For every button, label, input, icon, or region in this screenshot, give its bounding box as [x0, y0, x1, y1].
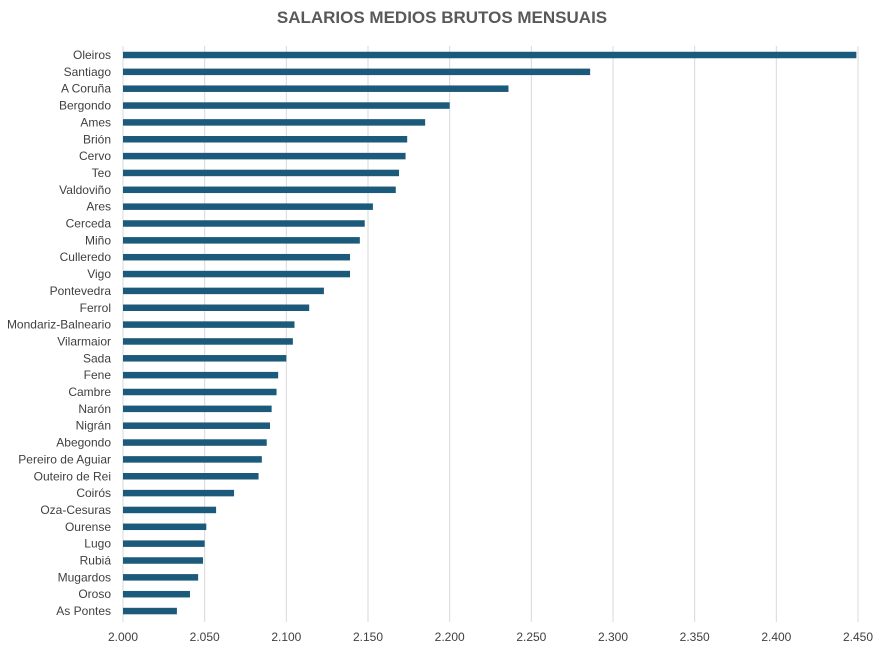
category-label: Ames [80, 115, 111, 129]
category-label: Ares [86, 200, 111, 214]
bar [123, 506, 217, 514]
x-axis-tick-labels: 2.000 2.050 2.100 2.150 2.200 2.250 2.300 2.350… [108, 630, 873, 644]
x-tick-label: 2.450 [843, 630, 873, 644]
category-label: Sada [83, 351, 111, 365]
category-label: Culleredo [60, 250, 112, 264]
x-tick-label: 2.200 [435, 630, 465, 644]
bar [123, 422, 270, 429]
category-label: Abegondo [56, 436, 111, 450]
bar [123, 68, 591, 76]
category-label: As Pontes [56, 604, 111, 618]
category-label: A Coruña [61, 82, 111, 96]
bar [123, 102, 450, 109]
category-labels: Oleiros Santiago A Coruña Bergondo Ames Brión… [7, 48, 111, 618]
bar [123, 152, 406, 160]
bar [123, 321, 295, 328]
bar [123, 355, 287, 362]
bar [123, 371, 279, 379]
bar [123, 85, 509, 92]
bar [123, 270, 351, 278]
bar [123, 540, 205, 547]
category-label: Oroso [78, 587, 111, 601]
bar [123, 287, 324, 295]
category-label: Mugardos [58, 570, 111, 584]
grid-lines [122, 46, 859, 622]
bars [123, 51, 857, 615]
category-label: Teo [92, 166, 112, 180]
bar [123, 523, 207, 531]
x-tick-label: 2.300 [598, 630, 628, 644]
category-label: Rubiá [80, 554, 112, 568]
category-label: Lugo [84, 537, 111, 551]
category-label: Pereiro de Aguiar [18, 452, 111, 466]
bar [123, 338, 293, 345]
bar [123, 51, 857, 59]
category-label: Outeiro de Rei [34, 469, 111, 483]
bar [123, 456, 262, 463]
bar [123, 574, 199, 581]
category-label: Cervo [79, 149, 111, 163]
bar [123, 388, 277, 396]
bar [123, 607, 177, 615]
bar [123, 405, 272, 413]
bar [123, 220, 365, 227]
category-label: Cerceda [66, 217, 112, 231]
bar [123, 186, 396, 194]
bar [123, 473, 259, 480]
bar [123, 304, 310, 311]
bar [123, 136, 408, 143]
bar [123, 439, 267, 446]
x-tick-label: 2.000 [108, 630, 138, 644]
category-label: Narón [78, 402, 111, 416]
category-label: Vigo [87, 267, 111, 281]
category-label: Ferrol [80, 301, 111, 315]
category-label: Coirós [76, 486, 111, 500]
category-label: Cambre [68, 385, 111, 399]
chart-title: SALARIOS MEDIOS BRUTOS MENSUAIS [277, 8, 607, 27]
x-tick-label: 2.050 [190, 630, 220, 644]
category-label: Miño [85, 233, 111, 247]
bar [123, 203, 373, 210]
x-tick-label: 2.400 [761, 630, 791, 644]
x-tick-label: 2.150 [353, 630, 383, 644]
bar [123, 590, 190, 598]
category-label: Brión [83, 132, 111, 146]
x-tick-label: 2.100 [271, 630, 301, 644]
category-label: Bergondo [59, 99, 111, 113]
category-label: Ourense [65, 520, 111, 534]
x-tick-label: 2.250 [516, 630, 546, 644]
bar [123, 169, 400, 177]
category-label: Pontevedra [50, 284, 112, 298]
category-label: Vilarmaior [57, 334, 111, 348]
bar [123, 557, 204, 564]
bar [123, 119, 426, 126]
x-tick-label: 2.350 [680, 630, 710, 644]
bar [123, 237, 360, 244]
bar [123, 253, 351, 261]
category-label: Valdoviño [59, 183, 111, 197]
category-label: Nigrán [76, 419, 111, 433]
bar [123, 489, 235, 497]
category-label: Santiago [64, 65, 112, 79]
category-label: Mondariz-Balneario [7, 318, 111, 332]
category-label: Oleiros [73, 48, 111, 62]
category-label: Fene [84, 368, 112, 382]
category-label: Oza-Cesuras [40, 503, 111, 517]
